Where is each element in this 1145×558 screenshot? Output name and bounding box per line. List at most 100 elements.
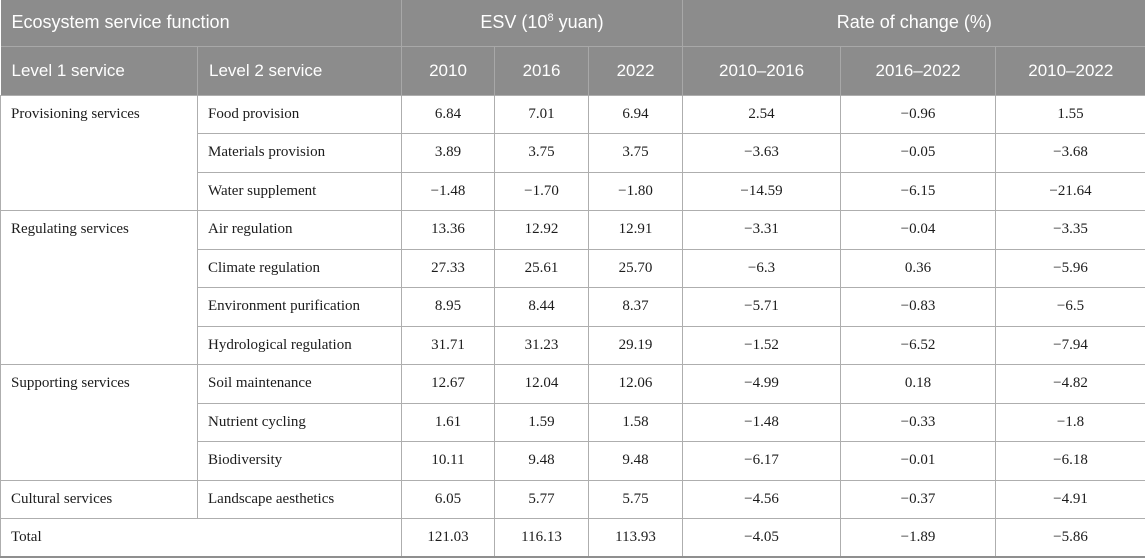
level2-service-cell: Soil maintenance bbox=[197, 364, 402, 404]
rate-value-cell: −4.99 bbox=[682, 364, 842, 404]
table-row: Materials provision 3.89 3.75 3.75 −3.63… bbox=[1, 133, 1145, 173]
rate-value-cell: −14.59 bbox=[682, 171, 842, 211]
level2-service-cell: Climate regulation bbox=[197, 248, 402, 288]
header-period-2016-2022: 2016–2022 bbox=[840, 46, 996, 95]
level2-service-cell: Materials provision bbox=[197, 133, 402, 173]
rate-value-cell: −6.18 bbox=[995, 441, 1145, 481]
rate-value-cell: −21.64 bbox=[995, 171, 1145, 211]
esv-value-cell: 31.23 bbox=[494, 325, 589, 365]
esv-value-cell: −1.80 bbox=[587, 171, 684, 211]
level2-service-cell: Nutrient cycling bbox=[197, 402, 402, 442]
esv-value-cell: 12.92 bbox=[494, 210, 589, 250]
table-row: Environment purification 8.95 8.44 8.37 … bbox=[1, 287, 1145, 327]
table-row: Nutrient cycling 1.61 1.59 1.58 −1.48 −0… bbox=[1, 402, 1145, 442]
rate-value-cell: −0.37 bbox=[840, 479, 997, 519]
esv-value-cell: 3.89 bbox=[401, 133, 495, 173]
esv-value-cell: 1.58 bbox=[587, 402, 684, 442]
esv-value-cell: 6.05 bbox=[401, 479, 495, 519]
esv-value-cell: 5.77 bbox=[494, 479, 589, 519]
esv-label-superscript: 8 bbox=[547, 12, 554, 25]
rate-value-cell: −0.33 bbox=[840, 402, 997, 442]
esv-value-cell: 25.61 bbox=[494, 248, 589, 288]
rate-value-cell: −1.52 bbox=[682, 325, 842, 365]
table-row: Biodiversity 10.11 9.48 9.48 −6.17 −0.01… bbox=[1, 441, 1145, 481]
esv-value-cell: 1.61 bbox=[401, 402, 495, 442]
rate-value-cell: −3.31 bbox=[682, 210, 842, 250]
total-value-cell: 121.03 bbox=[401, 518, 495, 558]
rate-value-cell: −6.15 bbox=[840, 171, 997, 211]
header-year-2010: 2010 bbox=[401, 46, 495, 95]
esv-value-cell: 12.91 bbox=[587, 210, 684, 250]
total-value-cell: −4.05 bbox=[682, 518, 842, 558]
esv-value-cell: 1.59 bbox=[494, 402, 589, 442]
total-row: Total 121.03 116.13 113.93 −4.05 −1.89 −… bbox=[0, 518, 1145, 558]
total-value-cell: 113.93 bbox=[587, 518, 684, 558]
esv-value-cell: 12.67 bbox=[401, 364, 495, 404]
esv-value-cell: 6.84 bbox=[401, 94, 495, 134]
rate-value-cell: −0.05 bbox=[840, 133, 997, 173]
esv-value-cell: 8.37 bbox=[587, 287, 684, 327]
total-value-cell: −5.86 bbox=[995, 518, 1145, 558]
level1-service-cell: Cultural services bbox=[0, 479, 198, 519]
header-sub-row: Level 1 service Level 2 service 2010 201… bbox=[0, 46, 1145, 95]
header-rate-of-change-group: Rate of change (%) bbox=[682, 0, 1145, 47]
esv-value-cell: 7.01 bbox=[494, 94, 589, 134]
header-level1-service: Level 1 service bbox=[0, 46, 198, 95]
rate-value-cell: 1.55 bbox=[995, 94, 1145, 134]
esv-value-cell: 29.19 bbox=[587, 325, 684, 365]
table-row: Climate regulation 27.33 25.61 25.70 −6.… bbox=[1, 248, 1145, 288]
esv-value-cell: −1.70 bbox=[494, 171, 589, 211]
header-year-2022: 2022 bbox=[587, 46, 683, 95]
total-value-cell: 116.13 bbox=[494, 518, 589, 558]
esv-value-cell: 12.06 bbox=[587, 364, 684, 404]
esv-value-cell: 13.36 bbox=[401, 210, 495, 250]
esv-value-cell: 9.48 bbox=[587, 441, 684, 481]
header-ecosystem-service-function: Ecosystem service function bbox=[0, 0, 402, 47]
rate-value-cell: 0.36 bbox=[840, 248, 997, 288]
esv-value-cell: 31.71 bbox=[401, 325, 495, 365]
header-group-row: Ecosystem service function ESV (108 yuan… bbox=[0, 0, 1145, 47]
rate-value-cell: −5.71 bbox=[682, 287, 842, 327]
esv-value-cell: 9.48 bbox=[494, 441, 589, 481]
esv-label-suffix: yuan) bbox=[553, 12, 604, 33]
esv-value-cell: −1.48 bbox=[401, 171, 495, 211]
esv-value-cell: 27.33 bbox=[401, 248, 495, 288]
rate-value-cell: −6.52 bbox=[840, 325, 997, 365]
level2-service-cell: Hydrological regulation bbox=[197, 325, 402, 365]
esv-value-cell: 6.94 bbox=[587, 94, 684, 134]
esv-value-cell: 8.95 bbox=[401, 287, 495, 327]
rate-value-cell: −3.63 bbox=[682, 133, 842, 173]
esv-value-cell: 8.44 bbox=[494, 287, 589, 327]
esv-value-cell: 3.75 bbox=[494, 133, 589, 173]
header-esv-group: ESV (108 yuan) bbox=[400, 0, 683, 47]
esv-value-cell: 10.11 bbox=[401, 441, 495, 481]
esv-value-cell: 25.70 bbox=[587, 248, 684, 288]
level2-service-cell: Landscape aesthetics bbox=[197, 479, 402, 519]
total-label-cell: Total bbox=[0, 518, 402, 558]
rate-value-cell: −4.56 bbox=[682, 479, 842, 519]
esv-value-cell: 12.04 bbox=[494, 364, 589, 404]
table-body: Provisioning services Food provision 6.8… bbox=[0, 94, 1145, 558]
table-header: Ecosystem service function ESV (108 yuan… bbox=[0, 0, 1145, 95]
rate-value-cell: −3.68 bbox=[995, 133, 1145, 173]
rate-value-cell: −4.91 bbox=[995, 479, 1145, 519]
table-row: Provisioning services Food provision 6.8… bbox=[0, 94, 1145, 211]
level1-service-cell: Provisioning services bbox=[0, 94, 198, 211]
rate-value-cell: −0.96 bbox=[840, 94, 997, 134]
total-value-cell: −1.89 bbox=[840, 518, 997, 558]
rate-value-cell: −1.8 bbox=[995, 402, 1145, 442]
header-level2-service: Level 2 service bbox=[197, 46, 402, 95]
rate-value-cell: −7.94 bbox=[995, 325, 1145, 365]
rate-value-cell: −0.04 bbox=[840, 210, 997, 250]
level2-service-cell: Food provision bbox=[197, 94, 402, 134]
level1-service-cell: Regulating services bbox=[0, 210, 198, 365]
esv-label-prefix: ESV (10 bbox=[480, 12, 548, 33]
esv-value-cell: 5.75 bbox=[587, 479, 684, 519]
rate-value-cell: −6.17 bbox=[682, 441, 842, 481]
level1-service-cell: Supporting services bbox=[0, 364, 198, 481]
rate-value-cell: −4.82 bbox=[995, 364, 1145, 404]
table-row: Supporting services Soil maintenance 12.… bbox=[0, 364, 1145, 481]
level2-service-cell: Environment purification bbox=[197, 287, 402, 327]
